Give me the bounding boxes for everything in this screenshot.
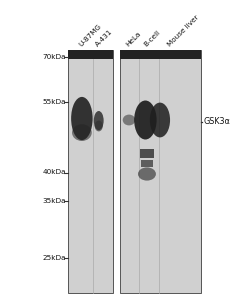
Text: 55kDa: 55kDa (43, 99, 66, 105)
Bar (68, 50, 113, 292)
Text: HeLa: HeLa (125, 31, 142, 48)
Bar (141, 160, 153, 167)
Text: 70kDa: 70kDa (43, 54, 66, 60)
Ellipse shape (95, 121, 103, 131)
Text: U-87MG: U-87MG (78, 23, 102, 48)
Ellipse shape (94, 111, 104, 130)
Text: A-431: A-431 (95, 28, 114, 48)
Text: 35kDa: 35kDa (43, 198, 66, 204)
Ellipse shape (71, 97, 93, 140)
Ellipse shape (134, 100, 157, 140)
Text: B-cell: B-cell (143, 29, 161, 48)
Text: Mouse liver: Mouse liver (166, 14, 200, 48)
Bar (120, 50, 201, 292)
Ellipse shape (123, 115, 135, 125)
Ellipse shape (138, 167, 156, 181)
Bar (140, 149, 154, 158)
Text: 40kDa: 40kDa (43, 169, 66, 175)
Text: GSK3α: GSK3α (203, 117, 230, 126)
Ellipse shape (150, 103, 170, 137)
Ellipse shape (72, 124, 92, 141)
Bar (68, 50, 113, 58)
Bar (120, 50, 201, 58)
Text: 25kDa: 25kDa (43, 255, 66, 261)
